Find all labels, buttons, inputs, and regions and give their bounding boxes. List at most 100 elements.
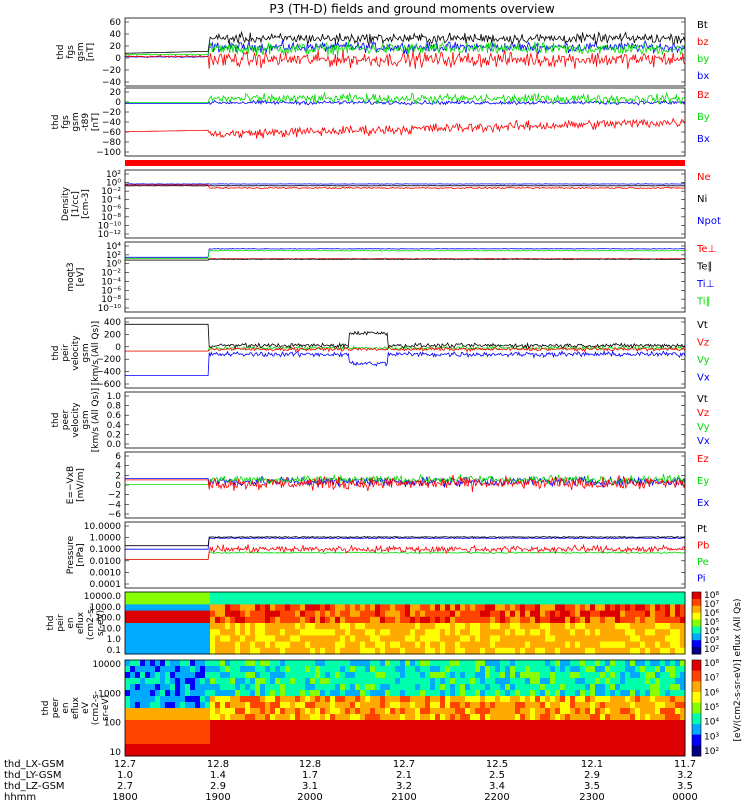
heatmap-cell	[600, 610, 606, 618]
heatmap-cell	[245, 744, 251, 751]
heatmap-cell	[645, 738, 651, 745]
heatmap-cell	[285, 647, 291, 655]
series-npot	[124, 183, 686, 185]
ytick-label: 10.0	[101, 624, 121, 634]
heatmap-cell	[260, 660, 266, 667]
heatmap-cell	[300, 672, 306, 679]
heatmap-cell	[310, 672, 316, 679]
heatmap-cell	[625, 635, 631, 643]
heatmap-cell	[345, 738, 351, 745]
ytick-label: 20	[110, 42, 122, 52]
heatmap-cell	[330, 678, 336, 685]
heatmap-cell	[675, 738, 681, 745]
heatmap-cell	[440, 610, 446, 618]
heatmap-cell	[545, 750, 551, 757]
heatmap-cell	[315, 678, 321, 685]
heatmap-cell	[195, 629, 201, 636]
heatmap-cell	[250, 714, 256, 721]
heatmap-cell	[460, 744, 466, 751]
heatmap-cell	[615, 684, 621, 691]
ylabel-line: thd	[51, 115, 61, 130]
heatmap-cell	[670, 641, 676, 649]
heatmap-cell	[170, 702, 176, 709]
heatmap-cell	[395, 738, 401, 745]
heatmap-cell	[525, 604, 531, 612]
colorbar-frame	[691, 591, 702, 655]
heatmap-cell	[390, 678, 396, 685]
heatmap-cell	[545, 690, 551, 697]
heatmap-cell	[425, 641, 431, 649]
ytick-label: 200	[104, 330, 121, 340]
panel-frame	[124, 17, 686, 87]
heatmap-cell	[250, 592, 256, 599]
heatmap-cell	[630, 647, 636, 655]
heatmap-cell	[580, 616, 586, 624]
heatmap-cell	[190, 616, 196, 624]
heatmap-cell	[155, 720, 161, 727]
time-row-value: 3.1	[302, 781, 318, 792]
heatmap-cell	[415, 672, 421, 679]
heatmap-cell	[485, 641, 491, 649]
heatmap-cell	[400, 629, 406, 636]
heatmap-cell	[270, 592, 276, 599]
heatmap-cell	[285, 702, 291, 709]
heatmap-cell	[170, 732, 176, 739]
heatmap-cell	[565, 635, 571, 643]
heatmap-cell	[635, 598, 641, 605]
heatmap-cell	[390, 616, 396, 624]
heatmap-cell	[290, 690, 296, 697]
heatmap-cell	[215, 666, 221, 673]
heatmap-cell	[230, 635, 236, 643]
heatmap-cell	[370, 738, 376, 745]
heatmap-cell	[215, 750, 221, 757]
heatmap-cell	[640, 629, 646, 636]
heatmap-cell	[190, 666, 196, 673]
heatmap-cell	[510, 641, 516, 649]
heatmap-cell	[240, 629, 246, 636]
ytick-label: −60	[102, 128, 121, 138]
heatmap-cell	[155, 604, 161, 612]
heatmap-cell	[460, 666, 466, 673]
heatmap-cell	[230, 708, 236, 715]
heatmap-cell	[355, 696, 361, 703]
heatmap-cell	[665, 696, 671, 703]
heatmap-cell	[190, 592, 196, 599]
heatmap-cell	[175, 696, 181, 703]
heatmap-cell	[680, 684, 686, 691]
heatmap-cell	[260, 641, 266, 649]
heatmap-cell	[350, 750, 356, 757]
heatmap-cell	[185, 647, 191, 655]
heatmap-cell	[370, 623, 376, 630]
heatmap-cell	[665, 702, 671, 709]
heatmap-cell	[145, 690, 151, 697]
heatmap-cell	[390, 732, 396, 739]
heatmap-cell	[510, 629, 516, 636]
heatmap-cell	[575, 629, 581, 636]
heatmap-cell	[210, 750, 216, 757]
heatmap-cell	[130, 690, 136, 697]
heatmap-cell	[410, 623, 416, 630]
heatmap-cell	[455, 714, 461, 721]
heatmap-cell	[385, 714, 391, 721]
heatmap-cell	[290, 732, 296, 739]
heatmap-cell	[205, 690, 211, 697]
heatmap-cell	[570, 720, 576, 727]
heatmap-cell	[565, 750, 571, 757]
heatmap-cell	[305, 750, 311, 757]
heatmap-cell	[500, 684, 506, 691]
heatmap-cell	[240, 696, 246, 703]
heatmap-cell	[240, 672, 246, 679]
heatmap-cell	[410, 660, 416, 667]
ytick-label: 0	[115, 98, 121, 108]
heatmap-cell	[125, 726, 131, 733]
heatmap-cell	[555, 647, 561, 655]
heatmap-cell	[320, 738, 326, 745]
heatmap-cell	[580, 641, 586, 649]
heatmap-cell	[330, 672, 336, 679]
heatmap-cell	[480, 660, 486, 667]
heatmap-cell	[545, 623, 551, 630]
heatmap-cell	[225, 738, 231, 745]
heatmap-cell	[505, 592, 511, 599]
heatmap-cell	[265, 647, 271, 655]
heatmap-cell	[600, 750, 606, 757]
